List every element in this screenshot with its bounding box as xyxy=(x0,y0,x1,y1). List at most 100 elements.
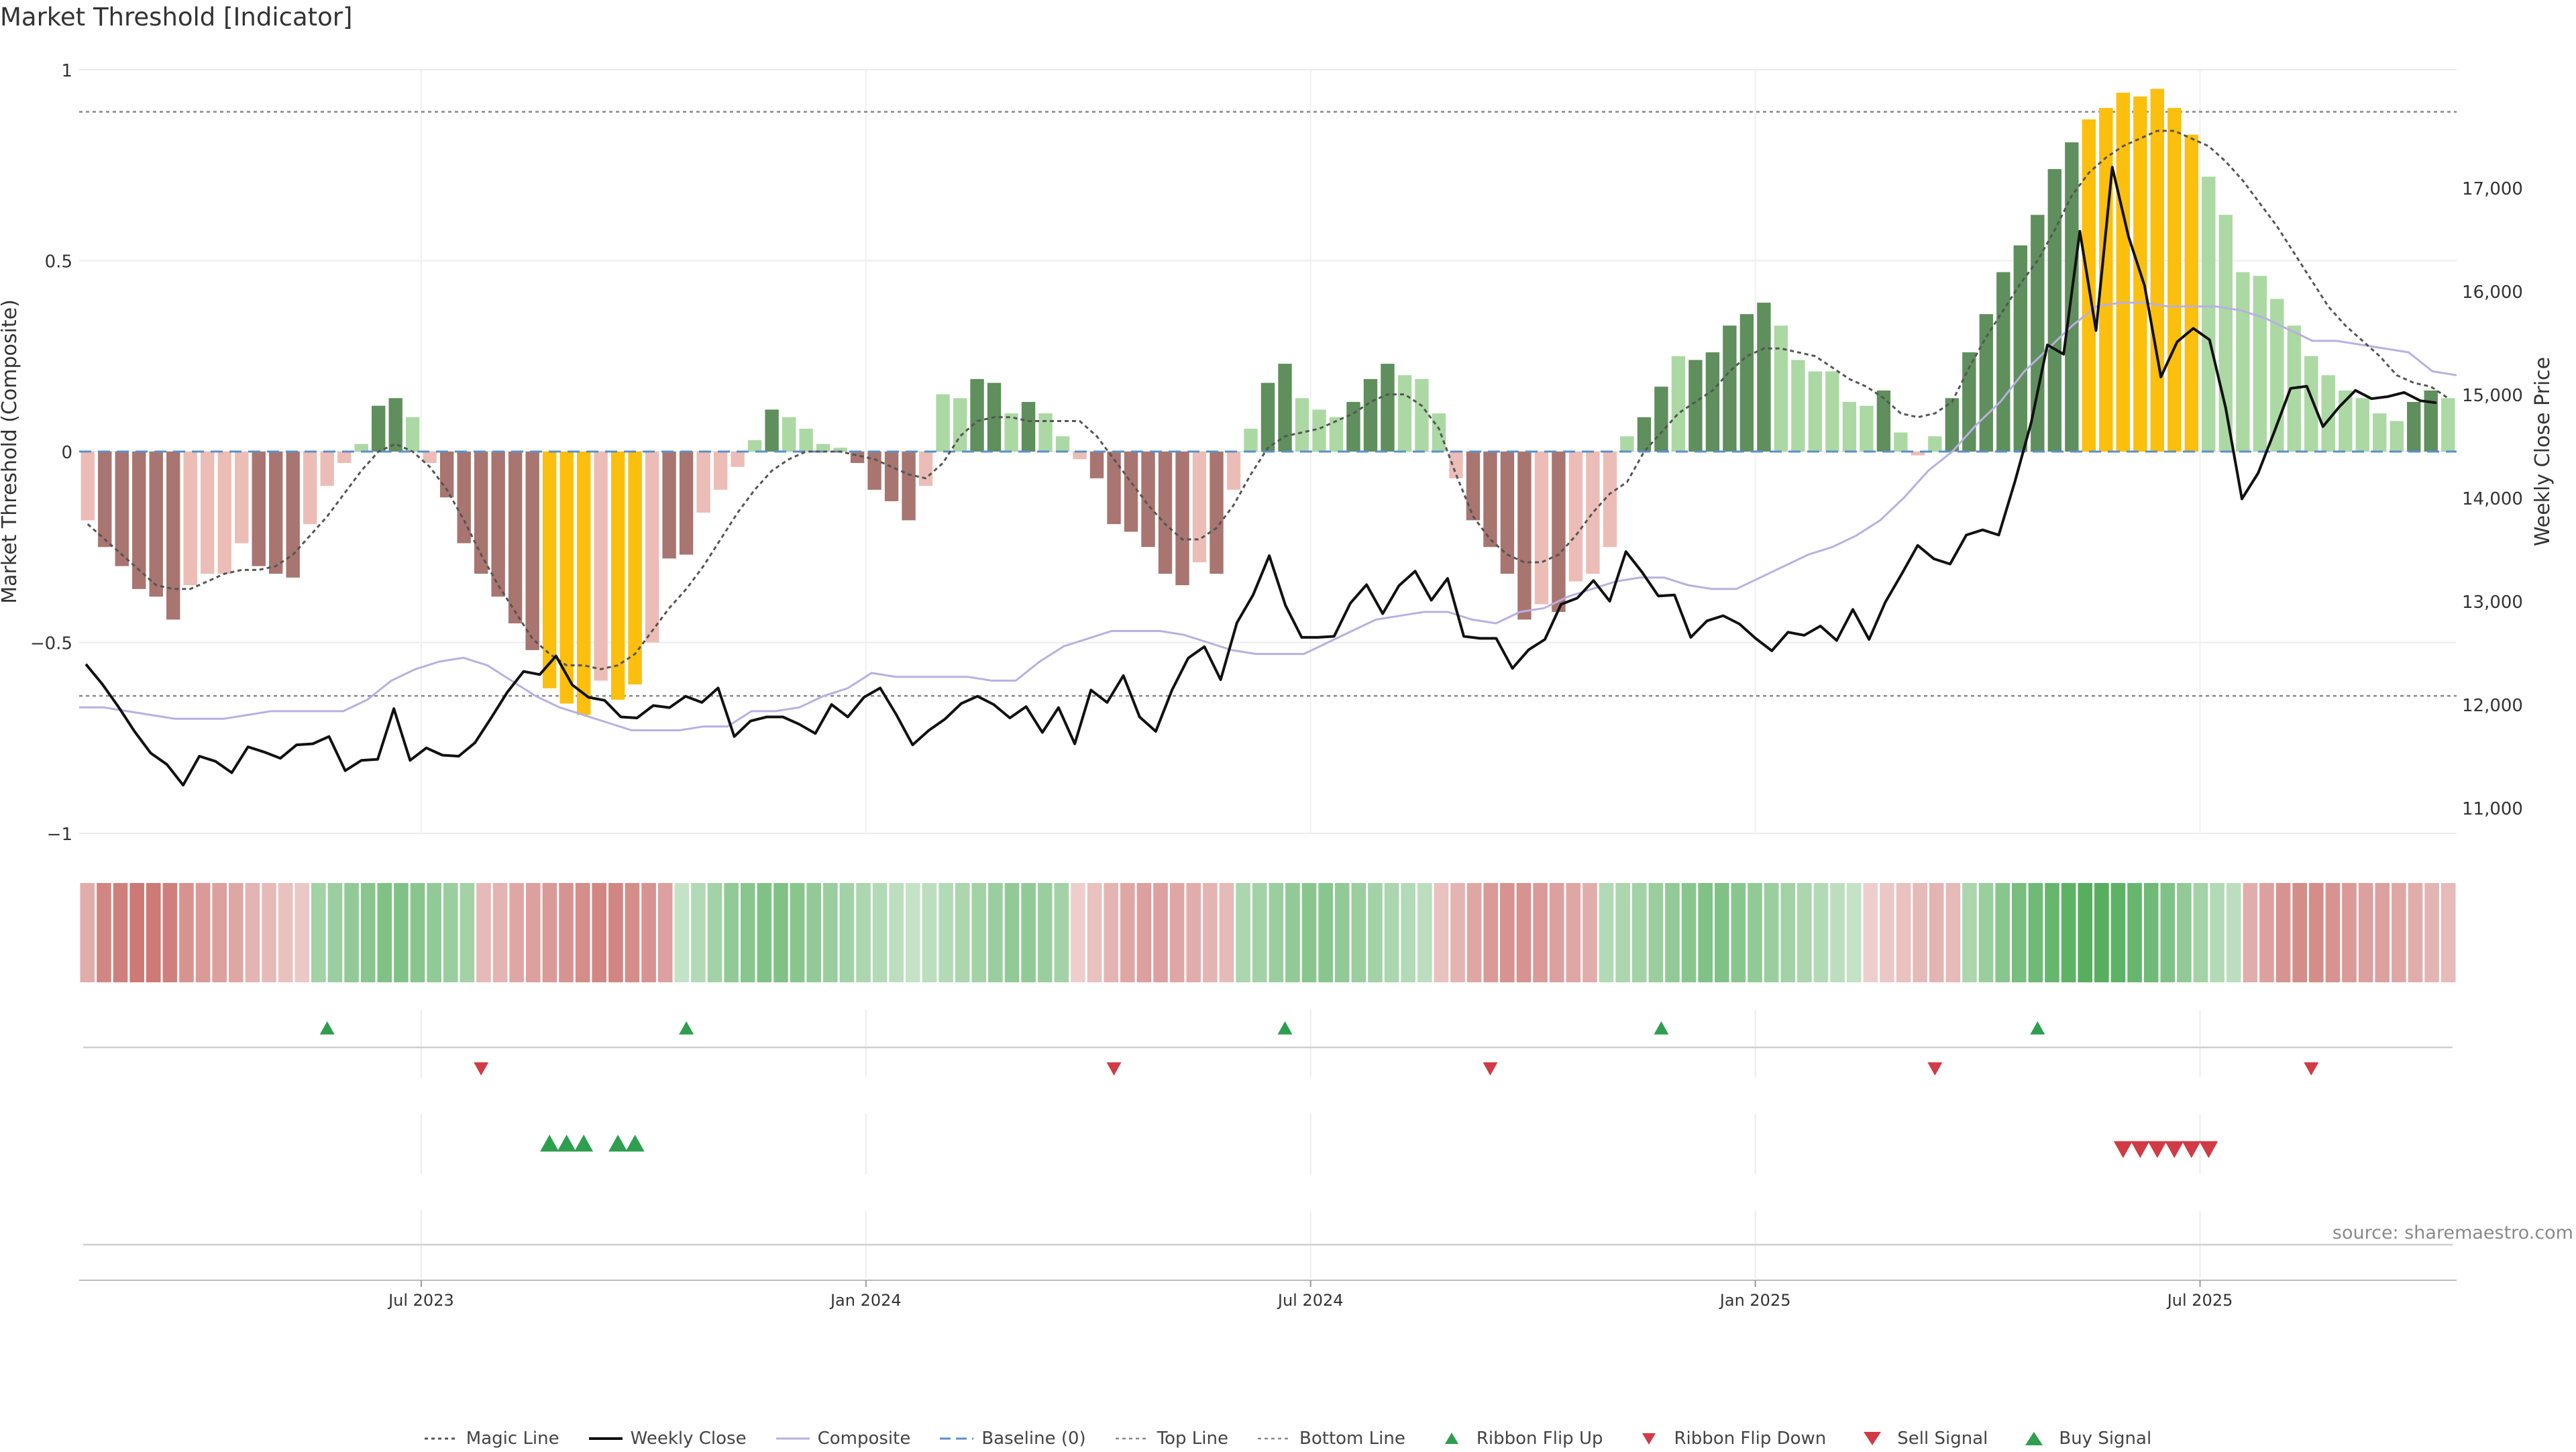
buy-signal-marker xyxy=(608,1135,628,1152)
ribbon-cell xyxy=(2440,883,2456,982)
composite-bar xyxy=(884,452,899,501)
ribbon-cell xyxy=(1913,883,1927,982)
composite-bar xyxy=(115,452,129,566)
composite-bar xyxy=(1381,364,1395,452)
y2-axis-label: Weekly Close Price xyxy=(2531,357,2555,546)
composite-bar xyxy=(1312,409,1326,452)
composite-bar xyxy=(936,394,950,452)
composite-bar xyxy=(252,452,266,566)
ribbon-cell xyxy=(575,883,590,982)
series-lines xyxy=(79,129,2457,787)
buy-signal-marker xyxy=(540,1135,559,1152)
ribbon-cell xyxy=(757,883,772,982)
ribbon-cell xyxy=(460,883,475,982)
ribbon-cell xyxy=(526,883,541,982)
composite-bar xyxy=(1739,314,1754,452)
ribbon-cell xyxy=(1301,883,1317,982)
legend-item-close: Weekly Close xyxy=(588,1429,747,1449)
ribbon-strip xyxy=(80,883,2456,982)
legend-item-flip-up: Ribbon Flip Up xyxy=(1435,1429,1603,1449)
ribbon-cell xyxy=(2408,883,2423,982)
composite-line xyxy=(79,301,2457,731)
ribbon-flip-up-marker xyxy=(679,1021,694,1035)
ribbon-cell xyxy=(1401,883,1415,982)
ribbon-flip-down-marker xyxy=(2304,1062,2319,1076)
composite-bar xyxy=(1911,452,1925,456)
composite-bar xyxy=(2150,89,2165,452)
ribbon-cell xyxy=(1731,883,1746,982)
legend-label: Weekly Close xyxy=(630,1429,747,1449)
ribbon-cell xyxy=(195,883,211,982)
composite-bar xyxy=(1004,413,1018,452)
ribbon-cell xyxy=(1285,883,1300,982)
composite-bar xyxy=(2031,215,2045,452)
buy-signal-marker xyxy=(574,1135,594,1152)
composite-bar xyxy=(1842,402,1857,452)
composite-bar xyxy=(1808,371,1823,452)
composite-bar xyxy=(713,452,728,490)
composite-bar xyxy=(98,452,112,548)
ribbon-cell xyxy=(2143,883,2159,982)
ribbon-cell xyxy=(707,883,722,982)
ribbon-cell xyxy=(1186,883,1201,982)
ribbon-cell xyxy=(2375,883,2390,982)
ribbon-cell xyxy=(2160,883,2176,982)
x-tick-label: Jan 2024 xyxy=(829,1291,902,1310)
y-tick-label: 1 xyxy=(61,61,72,81)
ribbon-cell xyxy=(608,883,623,982)
ribbon-cell xyxy=(1797,883,1812,982)
ribbon-cell xyxy=(394,883,409,982)
ribbon-cell xyxy=(2275,883,2291,982)
y-tick-label: −0.5 xyxy=(30,634,72,654)
composite-bar xyxy=(1363,378,1378,452)
ribbon-cell xyxy=(344,883,359,982)
composite-bar xyxy=(1603,452,1617,548)
composite-bar xyxy=(405,417,420,452)
ribbon-cell xyxy=(559,883,574,982)
ribbon-cell xyxy=(2424,883,2439,982)
ribbon-cell xyxy=(80,883,95,982)
ribbon-cell xyxy=(2226,883,2241,982)
composite-bar xyxy=(1329,417,1344,452)
ribbon-cell xyxy=(2127,883,2142,982)
ribbon-cell xyxy=(1830,883,1845,982)
composite-bar xyxy=(371,405,386,452)
composite-bar xyxy=(902,452,916,521)
ribbon-cell xyxy=(790,883,805,982)
ribbon-cell xyxy=(1962,883,1977,982)
sell-signal-marker xyxy=(2131,1141,2150,1158)
composite-bar xyxy=(1654,386,1668,452)
composite-bar xyxy=(1705,352,1720,452)
sell-signal-marker xyxy=(2199,1141,2218,1158)
ribbon-cell xyxy=(674,883,690,982)
composite-bar xyxy=(269,452,283,574)
composite-bar xyxy=(833,448,847,452)
composite-bar xyxy=(2253,276,2267,452)
composite-bar xyxy=(2390,421,2404,452)
legend-label: Sell Signal xyxy=(1897,1429,1988,1449)
ribbon-cell xyxy=(724,883,739,982)
x-axis: Jul 2023 Jan 2024 Jul 2024 Jan 2025 Jul 2025 xyxy=(79,1280,2457,1310)
ribbon-cell xyxy=(229,883,244,982)
y2-tick-label: 13,000 xyxy=(2462,592,2523,613)
composite-bar xyxy=(1038,413,1053,452)
composite-bar xyxy=(799,428,813,452)
composite-bar xyxy=(559,452,574,704)
ribbon-flip-up-marker xyxy=(319,1021,335,1035)
composite-bar xyxy=(1141,452,1155,548)
sell-signal-marker xyxy=(2113,1141,2133,1158)
composite-bar xyxy=(662,452,676,559)
ribbon-flip-down-marker xyxy=(1483,1062,1498,1076)
composite-bar xyxy=(1774,325,1788,452)
legend-label: Bottom Line xyxy=(1299,1429,1405,1449)
composite-bar xyxy=(1517,452,1532,620)
composite-bar xyxy=(1568,452,1583,582)
composite-bar xyxy=(2202,176,2216,452)
ribbon-cell xyxy=(1813,883,1829,982)
composite-bar xyxy=(1415,378,1429,452)
composite-bar xyxy=(970,378,984,452)
ribbon-cell xyxy=(1269,883,1284,982)
ribbon-cell xyxy=(2392,883,2406,982)
ribbon-cell xyxy=(1384,883,1399,982)
composite-bar xyxy=(2321,375,2335,452)
